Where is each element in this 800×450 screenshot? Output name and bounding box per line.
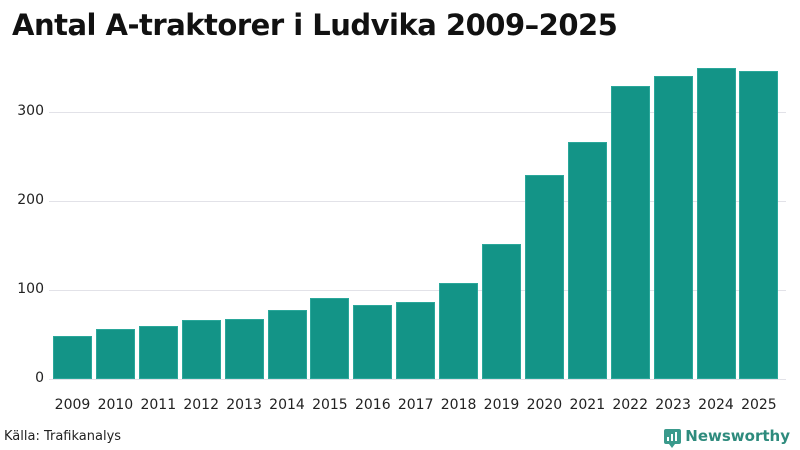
x-tick-label: 2013 bbox=[226, 397, 262, 413]
bar-2016[interactable] bbox=[353, 305, 393, 379]
brand-logo[interactable]: Newsworthy bbox=[664, 427, 790, 448]
gridline bbox=[49, 290, 786, 291]
x-tick-label: 2025 bbox=[741, 397, 777, 413]
bar-2015[interactable] bbox=[310, 298, 350, 379]
bar-2013[interactable] bbox=[224, 319, 264, 379]
bar-2012[interactable] bbox=[181, 320, 221, 379]
x-tick-label: 2012 bbox=[183, 397, 219, 413]
chart-title: Antal A-traktorer i Ludvika 2009–2025 bbox=[12, 8, 618, 42]
y-tick-label: 300 bbox=[17, 103, 44, 119]
x-tick-label: 2009 bbox=[54, 397, 91, 413]
bar-2025[interactable] bbox=[739, 71, 779, 379]
x-tick-label: 2016 bbox=[354, 397, 391, 413]
x-tick-label: 2015 bbox=[312, 397, 348, 413]
x-tick-label: 2020 bbox=[526, 397, 563, 413]
y-tick-label: 200 bbox=[17, 192, 44, 208]
bar-2010[interactable] bbox=[95, 329, 135, 379]
bar-2020[interactable] bbox=[524, 175, 564, 379]
bar-2014[interactable] bbox=[267, 309, 307, 379]
y-tick-label: 100 bbox=[17, 281, 44, 297]
bar-2024[interactable] bbox=[696, 67, 736, 379]
x-tick-label: 2024 bbox=[698, 397, 734, 413]
x-tick-label: 2018 bbox=[440, 397, 477, 413]
x-tick-label: 2011 bbox=[140, 397, 177, 413]
bar-2021[interactable] bbox=[567, 142, 607, 379]
x-tick-label: 2023 bbox=[655, 397, 691, 413]
gridline bbox=[49, 112, 786, 113]
gridline bbox=[49, 379, 786, 380]
x-tick-label: 2022 bbox=[612, 397, 648, 413]
x-tick-label: 2014 bbox=[269, 397, 305, 413]
x-tick-label: 2021 bbox=[569, 397, 606, 413]
bar-2011[interactable] bbox=[138, 325, 178, 379]
bar-2017[interactable] bbox=[396, 301, 436, 379]
bar-2019[interactable] bbox=[482, 243, 521, 379]
gridline bbox=[49, 201, 786, 202]
bar-2009[interactable] bbox=[53, 336, 92, 379]
x-tick-label: 2019 bbox=[483, 397, 520, 413]
x-tick-label: 2010 bbox=[97, 397, 134, 413]
bar-2022[interactable] bbox=[610, 86, 650, 379]
bar-2023[interactable] bbox=[653, 75, 693, 379]
source-label: Källa: Trafikanalys bbox=[4, 429, 122, 444]
bar-2018[interactable] bbox=[439, 282, 479, 379]
y-tick-label: 0 bbox=[35, 370, 44, 386]
x-tick-label: 2017 bbox=[397, 397, 434, 413]
brand-name: Newsworthy bbox=[685, 427, 790, 445]
newsworthy-logo-icon bbox=[664, 428, 682, 448]
